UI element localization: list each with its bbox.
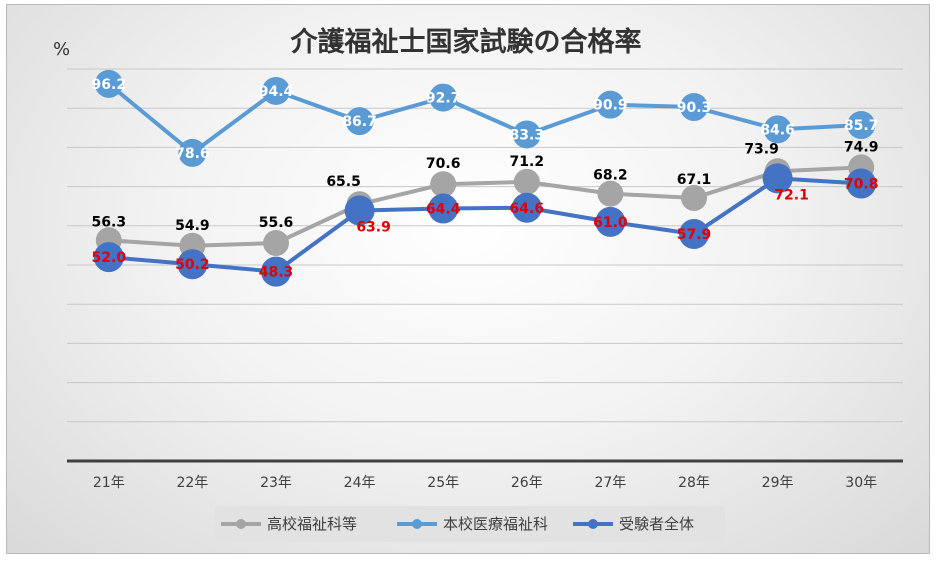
- data-point: [679, 219, 709, 250]
- data-label: 67.1: [677, 172, 712, 188]
- x-tick-label: 28年: [678, 475, 710, 491]
- gridlines: [67, 68, 903, 463]
- data-label: 72.1: [774, 187, 809, 203]
- data-label: 86.7: [342, 114, 377, 130]
- data-label: 68.2: [593, 168, 628, 184]
- x-tick-label: 30年: [845, 475, 877, 491]
- data-point: [429, 83, 458, 112]
- data-label: 56.3: [92, 214, 127, 230]
- data-point: [263, 230, 289, 257]
- data-point: [93, 242, 124, 273]
- data-label: 92.7: [426, 91, 461, 107]
- data-point: [344, 195, 375, 226]
- x-tick-label: 25年: [427, 475, 459, 491]
- data-label: 48.3: [259, 265, 294, 281]
- series-line: [107, 82, 862, 155]
- data-label: 73.9: [744, 141, 779, 157]
- data-label: 96.2: [92, 77, 127, 93]
- data-label: 94.4: [259, 84, 294, 100]
- data-point: [94, 69, 123, 98]
- x-tick-label: 21年: [93, 475, 125, 491]
- data-point: [428, 193, 459, 224]
- legend-marker: [588, 519, 598, 529]
- chart-title: 介護福祉士国家試験の合格率: [290, 26, 642, 58]
- data-label: 78.6: [175, 146, 210, 162]
- data-label: 54.9: [175, 218, 210, 234]
- data-label: 65.5: [326, 174, 361, 190]
- data-label: 70.6: [426, 156, 461, 172]
- series-line: [108, 176, 862, 274]
- data-label: 57.9: [677, 227, 712, 243]
- data-label: 83.3: [510, 127, 545, 143]
- legend-label: 高校福祉科等: [267, 515, 357, 533]
- data-label: 64.4: [426, 202, 461, 218]
- x-tick-labels: 21年 22年 23年 24年 25年 26年 27年 28年 29年 30年: [93, 475, 877, 491]
- x-tick-label: 27年: [594, 475, 626, 491]
- y-axis-unit: %: [53, 39, 70, 60]
- legend-marker: [236, 519, 246, 529]
- series-2: 96.2 78.6 94.4 86.7 92.7 83.3 90.9 90.3 84.6 85.7: [92, 69, 879, 167]
- data-point: [430, 171, 457, 198]
- data-point: [763, 115, 792, 144]
- series-layer: 56.3 54.9 55.6 65.5 70.6 71.2 68.2 67.1 73.9 74.9…: [92, 69, 879, 287]
- series-line: [108, 165, 862, 248]
- data-point: [513, 168, 540, 195]
- data-point: [178, 138, 207, 167]
- data-label: 55.6: [259, 215, 294, 231]
- legend-label: 受験者全体: [619, 515, 694, 533]
- data-point: [597, 180, 624, 207]
- data-point: [345, 107, 374, 136]
- data-label: 71.2: [510, 154, 545, 170]
- x-tick-label: 23年: [260, 475, 292, 491]
- data-point: [596, 90, 625, 119]
- legend-item: 受験者全体: [573, 515, 694, 533]
- x-tick-label: 24年: [344, 475, 376, 491]
- data-label: 90.9: [593, 98, 628, 114]
- data-point: [847, 111, 876, 140]
- data-label: 64.6: [510, 201, 545, 217]
- data-label: 74.9: [844, 139, 879, 155]
- series-3: 52.0 50.2 48.3 63.9 64.4 64.6 61.0 57.9 72.1 70.8: [92, 163, 879, 287]
- data-label: 84.6: [760, 122, 795, 138]
- data-point: [261, 256, 291, 287]
- legend-item: 高校福祉科等: [221, 515, 357, 533]
- data-point: [595, 206, 626, 237]
- x-tick-label: 29年: [762, 475, 794, 491]
- legend-item: 本校医療福祉科: [397, 515, 548, 533]
- x-tick-label: 22年: [176, 475, 208, 491]
- data-point: [681, 184, 707, 211]
- data-label: 85.7: [844, 118, 879, 134]
- data-point: [262, 76, 290, 105]
- legend-label: 本校医療福祉科: [443, 515, 548, 533]
- chart-frame: 介護福祉士国家試験の合格率 % 56.3 54.9 55.6 65.5 70.6 71.2…: [6, 4, 930, 554]
- x-tick-label: 26年: [511, 475, 543, 491]
- legend: 高校福祉科等 本校医療福祉科 受験者全体: [215, 506, 725, 542]
- data-label: 50.2: [175, 257, 210, 273]
- data-point: [762, 163, 793, 194]
- data-point: [680, 93, 708, 122]
- data-point: [846, 168, 877, 199]
- data-label: 70.8: [844, 176, 879, 192]
- data-point: [511, 192, 542, 223]
- line-chart: 介護福祉士国家試験の合格率 % 56.3 54.9 55.6 65.5 70.6 71.2…: [53, 26, 903, 542]
- data-label: 90.3: [677, 100, 712, 116]
- legend-marker: [412, 519, 422, 529]
- data-label: 61.0: [593, 215, 628, 231]
- legend-box: [215, 506, 725, 542]
- data-point: [512, 120, 541, 149]
- data-label: 63.9: [356, 220, 391, 236]
- data-point: [177, 249, 208, 280]
- data-label: 52.0: [92, 250, 127, 266]
